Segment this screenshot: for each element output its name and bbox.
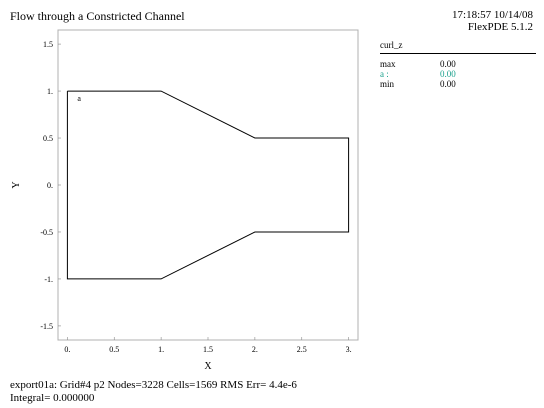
legend-row-max: max 0.00 xyxy=(380,59,456,69)
y-tick-label: 0. xyxy=(47,181,53,190)
legend-row-value: 0.00 xyxy=(440,79,456,89)
grid-info-line: export01a: Grid#4 p2 Nodes=3228 Cells=15… xyxy=(10,379,297,391)
legend-row-value: 0.00 xyxy=(440,59,456,69)
y-tick-marks xyxy=(58,43,61,327)
y-axis-label: Y xyxy=(11,181,22,188)
y-tick-label: -1. xyxy=(44,275,53,284)
x-axis-label: X xyxy=(204,361,212,370)
plot-title: Flow through a Constricted Channel xyxy=(10,9,185,23)
legend-row-a: a : 0.00 xyxy=(380,69,456,79)
legend-row-label: a : xyxy=(380,69,389,79)
legend-title: curl_z xyxy=(380,40,403,50)
software-version: FlexPDE 5.1.2 xyxy=(467,21,533,33)
x-tick-label: 1. xyxy=(158,345,164,354)
y-tick-label: 1.5 xyxy=(43,40,53,49)
y-tick-label: -1.5 xyxy=(40,322,53,331)
x-tick-labels: 0. 0.5 1. 1.5 2. 2.5 3. xyxy=(64,345,351,354)
x-tick-label: 2.5 xyxy=(297,345,307,354)
x-tick-label: 2. xyxy=(252,345,258,354)
x-tick-label: 0.5 xyxy=(109,345,119,354)
y-tick-labels: 1.5 1. 0.5 0. -0.5 -1. -1.5 xyxy=(40,40,53,331)
legend-divider xyxy=(380,53,536,54)
y-tick-label: 1. xyxy=(47,87,53,96)
legend-row-label: min xyxy=(380,79,395,89)
legend-row-label: max xyxy=(380,59,396,69)
plot-area: 0. 0.5 1. 1.5 2. 2.5 3. 1.51.0.50.-0.5-1.-1.5 … xyxy=(11,29,359,370)
plot-frame xyxy=(57,29,359,341)
y-tick-label: -0.5 xyxy=(40,228,53,237)
x-tick-label: 1.5 xyxy=(203,345,213,354)
legend-row-min: min 0.00 xyxy=(380,79,456,89)
region-label: a xyxy=(77,94,81,103)
x-tick-label: 0. xyxy=(64,345,70,354)
integral-line: Integral= 0.000000 xyxy=(10,392,95,404)
legend-row-value: 0.00 xyxy=(440,69,456,79)
timestamp: 17:18:57 10/14/08 xyxy=(452,9,533,21)
x-tick-label: 3. xyxy=(346,345,352,354)
x-tick-marks xyxy=(67,337,349,340)
domain-boundary xyxy=(66,90,350,280)
y-tick-label: 0.5 xyxy=(43,134,53,143)
